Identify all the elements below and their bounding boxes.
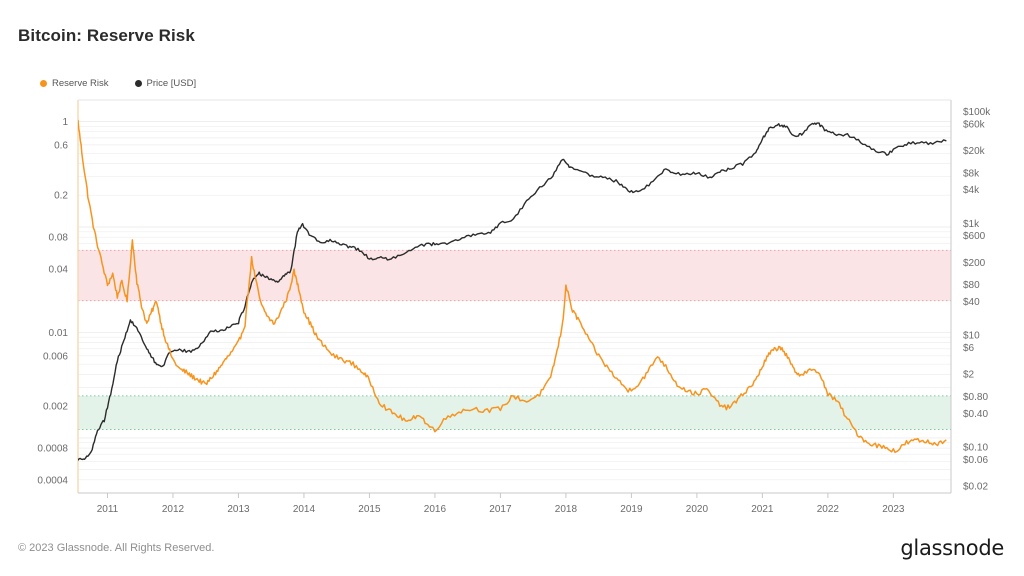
svg-text:0.6: 0.6 — [54, 140, 68, 151]
svg-text:$4k: $4k — [963, 185, 980, 196]
y-axis-right-labels: $100k$60k$20k$8k$4k$1k$600$200$80$40$10$… — [963, 107, 991, 493]
svg-text:2023: 2023 — [882, 504, 905, 515]
svg-text:$0.10: $0.10 — [963, 442, 988, 453]
legend-dot-black-icon — [134, 80, 142, 87]
svg-text:$20k: $20k — [963, 146, 986, 157]
svg-text:2021: 2021 — [751, 504, 774, 515]
svg-text:$60k: $60k — [963, 119, 986, 130]
svg-text:2016: 2016 — [424, 504, 447, 515]
svg-text:0.0008: 0.0008 — [37, 444, 68, 455]
svg-text:$40: $40 — [963, 297, 980, 308]
svg-text:2022: 2022 — [817, 504, 840, 515]
svg-text:2013: 2013 — [227, 504, 250, 515]
svg-text:0.08: 0.08 — [49, 233, 69, 244]
svg-text:0.2: 0.2 — [54, 191, 68, 202]
svg-text:0.006: 0.006 — [43, 351, 68, 362]
svg-text:0.04: 0.04 — [49, 264, 69, 275]
svg-text:2017: 2017 — [489, 504, 512, 515]
svg-text:2015: 2015 — [358, 504, 381, 515]
svg-text:$0.06: $0.06 — [963, 455, 988, 466]
price-line — [78, 122, 947, 461]
svg-text:$1k: $1k — [963, 219, 980, 230]
low-risk-band — [78, 395, 951, 430]
legend-dot-orange-icon — [40, 80, 47, 87]
svg-text:$10: $10 — [963, 331, 980, 342]
legend-label-reserve-risk: Reserve Risk — [52, 78, 109, 89]
chart-legend: Reserve Risk Price [USD] — [40, 78, 196, 89]
svg-text:2014: 2014 — [293, 504, 316, 515]
svg-text:$100k: $100k — [963, 107, 991, 118]
page-title: Bitcoin: Reserve Risk — [18, 26, 195, 45]
legend-item-reserve-risk[interactable]: Reserve Risk — [40, 78, 109, 89]
svg-text:2011: 2011 — [97, 504, 119, 515]
brand-logo: glassnode — [900, 536, 1004, 560]
svg-text:0.0004: 0.0004 — [37, 475, 68, 486]
svg-text:$0.40: $0.40 — [963, 409, 988, 420]
svg-text:$2: $2 — [963, 370, 975, 381]
high-risk-band — [78, 250, 951, 301]
svg-text:$0.02: $0.02 — [963, 482, 988, 493]
x-axis-labels: 2011 2012 2013 2014 2015 2016 2017 2018 2019 2020… — [97, 493, 905, 515]
legend-label-price: Price [USD] — [146, 78, 197, 89]
series-group — [78, 119, 947, 461]
svg-text:$200: $200 — [963, 258, 986, 269]
svg-text:1: 1 — [62, 117, 68, 128]
svg-text:$8k: $8k — [963, 168, 980, 179]
svg-text:0.01: 0.01 — [49, 328, 69, 339]
svg-text:$600: $600 — [963, 231, 986, 242]
legend-item-price[interactable]: Price [USD] — [134, 78, 197, 89]
svg-text:2020: 2020 — [686, 504, 709, 515]
svg-text:$0.80: $0.80 — [963, 392, 988, 403]
svg-text:2018: 2018 — [555, 504, 578, 515]
reserve-risk-line — [78, 119, 947, 454]
footer-copyright: © 2023 Glassnode. All Rights Reserved. — [18, 542, 215, 554]
svg-text:$6: $6 — [963, 343, 975, 354]
svg-text:2012: 2012 — [162, 504, 185, 515]
risk-bands — [78, 249, 951, 431]
svg-text:2019: 2019 — [620, 504, 643, 515]
y-axis-left-labels: 1 0.6 0.2 0.08 0.04 0.01 0.006 0.002 0.0008 0.000… — [37, 117, 68, 486]
svg-text:$80: $80 — [963, 280, 980, 291]
svg-text:0.002: 0.002 — [43, 402, 68, 413]
